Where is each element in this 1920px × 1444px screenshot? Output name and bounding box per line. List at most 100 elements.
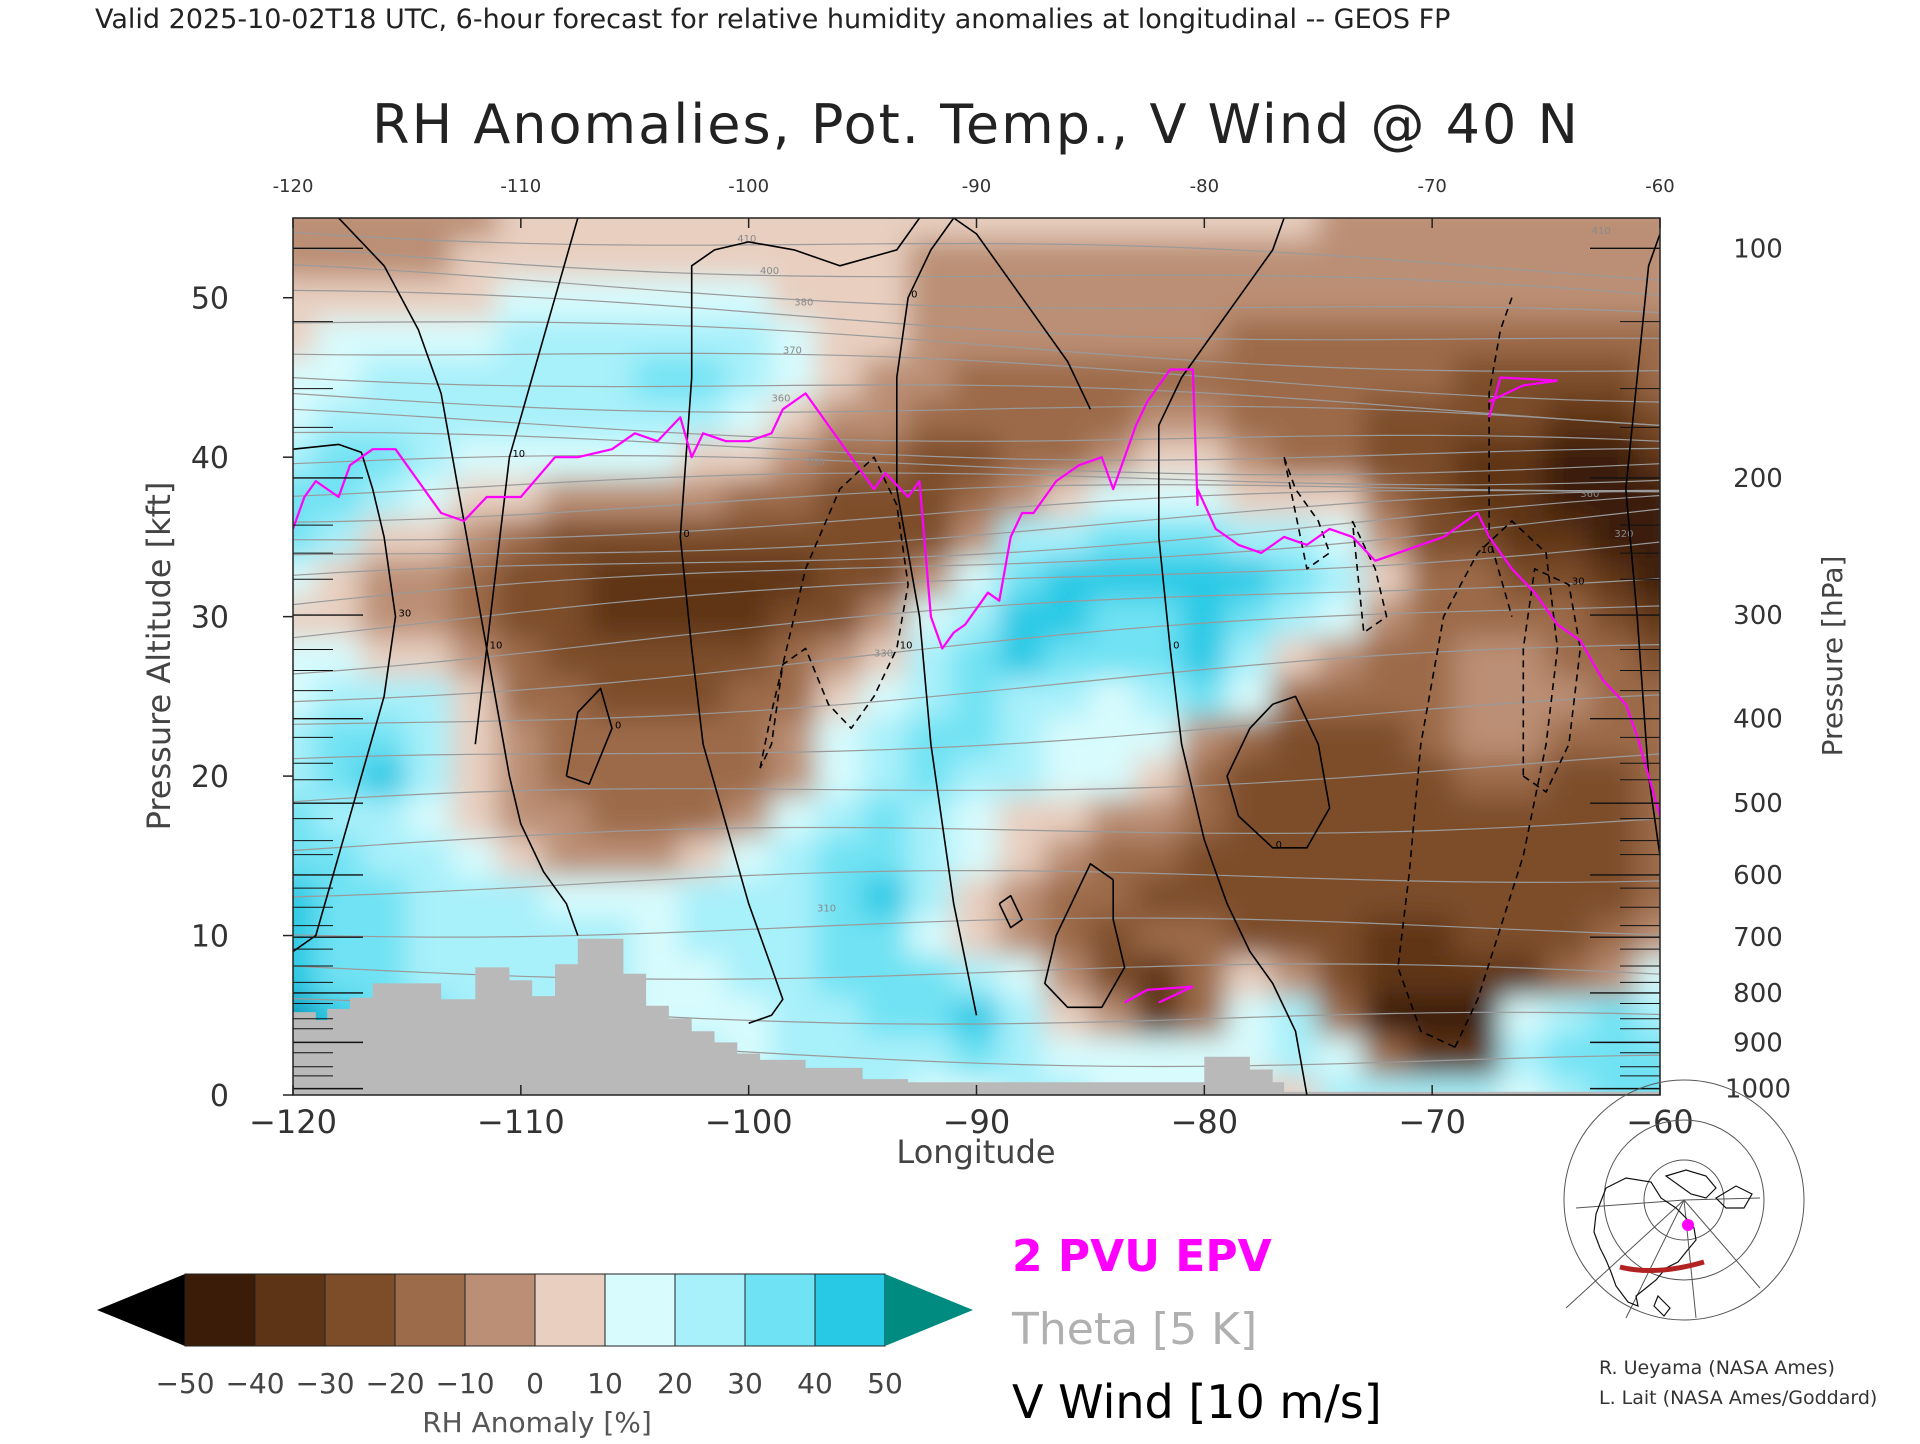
rh-cell xyxy=(314,218,363,239)
rh-cell xyxy=(1271,795,1320,837)
rh-cell xyxy=(1180,595,1229,638)
rh-cell xyxy=(542,316,591,359)
rh-cell xyxy=(542,595,591,638)
rh-cell xyxy=(998,954,1046,997)
rh-cell xyxy=(1636,515,1660,558)
rh-cell xyxy=(952,356,1001,399)
rh-cell xyxy=(451,515,500,558)
rh-cell xyxy=(679,715,727,758)
rh-cell xyxy=(907,396,955,439)
pressure-tick-label: 900 xyxy=(1733,1028,1783,1058)
rh-cell xyxy=(451,396,500,439)
theta-contour xyxy=(293,644,1660,725)
pressure-tick-label: 300 xyxy=(1733,601,1783,631)
rh-cell xyxy=(1453,1074,1502,1095)
rh-cell xyxy=(1590,755,1639,798)
v-wind-contour-negative xyxy=(1351,520,1388,634)
rh-cell xyxy=(588,436,636,479)
rh-cell xyxy=(1317,555,1365,598)
rh-cell xyxy=(1043,218,1092,239)
x-tick-label: −90 xyxy=(943,1103,1011,1141)
rh-cell xyxy=(542,356,591,399)
rh-cell xyxy=(293,954,317,997)
pressure-tick-label: 1000 xyxy=(1725,1075,1791,1105)
rh-cell xyxy=(1134,755,1183,798)
rh-cell xyxy=(1180,874,1229,917)
rh-cell xyxy=(1180,555,1229,598)
rh-cell xyxy=(861,356,910,399)
rh-cell xyxy=(1317,675,1365,718)
rh-cell xyxy=(588,356,636,399)
rh-cell xyxy=(952,595,1001,638)
rh-cell xyxy=(998,476,1046,518)
rh-cell xyxy=(679,396,727,439)
rh-cell xyxy=(1545,218,1593,239)
v-wind-contour-positive xyxy=(1158,218,1308,1095)
rh-cell xyxy=(952,874,1001,917)
rh-cell xyxy=(679,635,727,678)
rh-cell xyxy=(770,914,819,957)
rh-cell xyxy=(1636,715,1660,758)
rh-cell xyxy=(1043,356,1092,399)
rh-cell xyxy=(1271,236,1320,279)
theta-contour xyxy=(293,392,1660,426)
rh-cell xyxy=(588,635,636,678)
rh-cell xyxy=(1636,476,1660,518)
rh-cell xyxy=(1089,218,1137,239)
rh-cell xyxy=(679,276,727,319)
rh-cell xyxy=(314,396,363,439)
v-wind-contour-label: 10 xyxy=(900,641,913,652)
rh-cell xyxy=(1545,954,1593,997)
rh-cell xyxy=(1408,954,1456,997)
epv-line xyxy=(293,368,1660,817)
colorbar-bin xyxy=(674,1273,746,1347)
rh-cell xyxy=(1134,795,1183,837)
rh-cell xyxy=(952,218,1001,239)
rh-cell xyxy=(679,914,727,957)
rh-cell xyxy=(952,834,1001,877)
pressure-tick-label: 400 xyxy=(1733,705,1783,735)
rh-cell xyxy=(816,914,864,957)
rh-cell xyxy=(1226,795,1274,837)
rh-cell xyxy=(1043,476,1092,518)
theta-contour xyxy=(293,231,1660,281)
rh-cell xyxy=(1590,914,1639,957)
rh-cell xyxy=(998,994,1046,1037)
theta-contour xyxy=(293,431,1660,461)
rh-cell xyxy=(770,954,819,997)
rh-cell xyxy=(314,954,363,997)
theta-contour xyxy=(293,508,1660,606)
rh-cell xyxy=(588,218,636,239)
v-wind-contour-negative xyxy=(1397,520,1559,1048)
theta-contour xyxy=(293,753,1660,803)
rh-cell xyxy=(770,218,819,239)
v-wind-contour-label: 0 xyxy=(683,529,689,540)
rh-cell xyxy=(314,236,363,279)
rh-cell xyxy=(451,218,500,239)
rh-cell xyxy=(1271,635,1320,678)
colorbar-tick-label: −20 xyxy=(365,1367,424,1400)
rh-cell xyxy=(1089,276,1137,319)
rh-cell xyxy=(1499,316,1548,359)
rh-cell xyxy=(1408,675,1456,718)
rh-cell xyxy=(360,316,408,359)
rh-cell xyxy=(1089,1034,1137,1077)
rh-cell xyxy=(1089,954,1137,997)
rh-cell xyxy=(1226,914,1274,957)
rh-cell xyxy=(770,316,819,359)
v-wind-contour-label: 10 xyxy=(490,641,503,652)
colorbar-tick-label: 10 xyxy=(587,1367,623,1400)
rh-cell xyxy=(1453,218,1502,239)
rh-cell xyxy=(542,218,591,239)
theta-contour xyxy=(293,818,1660,852)
theta-contour xyxy=(293,963,1660,980)
rh-cell xyxy=(497,555,545,598)
rh-cell xyxy=(1545,1034,1593,1077)
rh-cell xyxy=(1271,954,1320,997)
rh-cell xyxy=(1545,635,1593,678)
rh-cell xyxy=(1499,218,1548,239)
rh-cell xyxy=(1089,316,1137,359)
rh-cell xyxy=(497,356,545,399)
rh-cell xyxy=(952,396,1001,439)
rh-cell xyxy=(1180,436,1229,479)
